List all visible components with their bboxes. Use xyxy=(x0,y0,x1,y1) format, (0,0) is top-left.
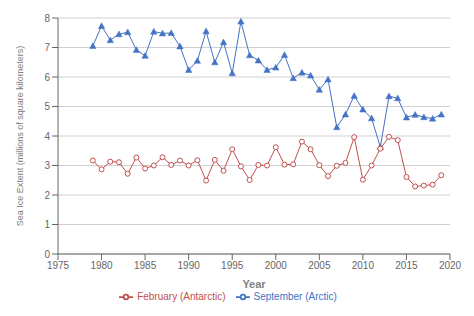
svg-text:1: 1 xyxy=(44,219,50,230)
svg-text:2: 2 xyxy=(44,190,50,201)
svg-text:6: 6 xyxy=(44,72,50,83)
html-text:February (Antarctic): February (Antarctic) xyxy=(137,290,226,302)
svg-text:Year: Year xyxy=(242,278,266,290)
html-text:September (Arctic): September (Arctic) xyxy=(253,290,337,302)
svg-text:7: 7 xyxy=(44,42,50,53)
svg-text:1985: 1985 xyxy=(134,260,157,271)
svg-text:4: 4 xyxy=(44,131,50,142)
svg-text:3: 3 xyxy=(44,160,50,171)
svg-text:0: 0 xyxy=(44,249,50,260)
svg-text:2020: 2020 xyxy=(439,260,462,271)
svg-text:1975: 1975 xyxy=(47,260,70,271)
svg-text:2010: 2010 xyxy=(352,260,375,271)
svg-text:Sea Ice Extent (millions of sq: Sea Ice Extent (millions of square kilom… xyxy=(15,46,25,227)
svg-text:5: 5 xyxy=(44,101,50,112)
svg-text:2000: 2000 xyxy=(265,260,288,271)
svg-text:8: 8 xyxy=(44,13,50,24)
svg-text:2015: 2015 xyxy=(395,260,418,271)
svg-text:2005: 2005 xyxy=(308,260,331,271)
svg-text:1995: 1995 xyxy=(221,260,244,271)
svg-text:1980: 1980 xyxy=(90,260,113,271)
svg-text:1990: 1990 xyxy=(178,260,201,271)
